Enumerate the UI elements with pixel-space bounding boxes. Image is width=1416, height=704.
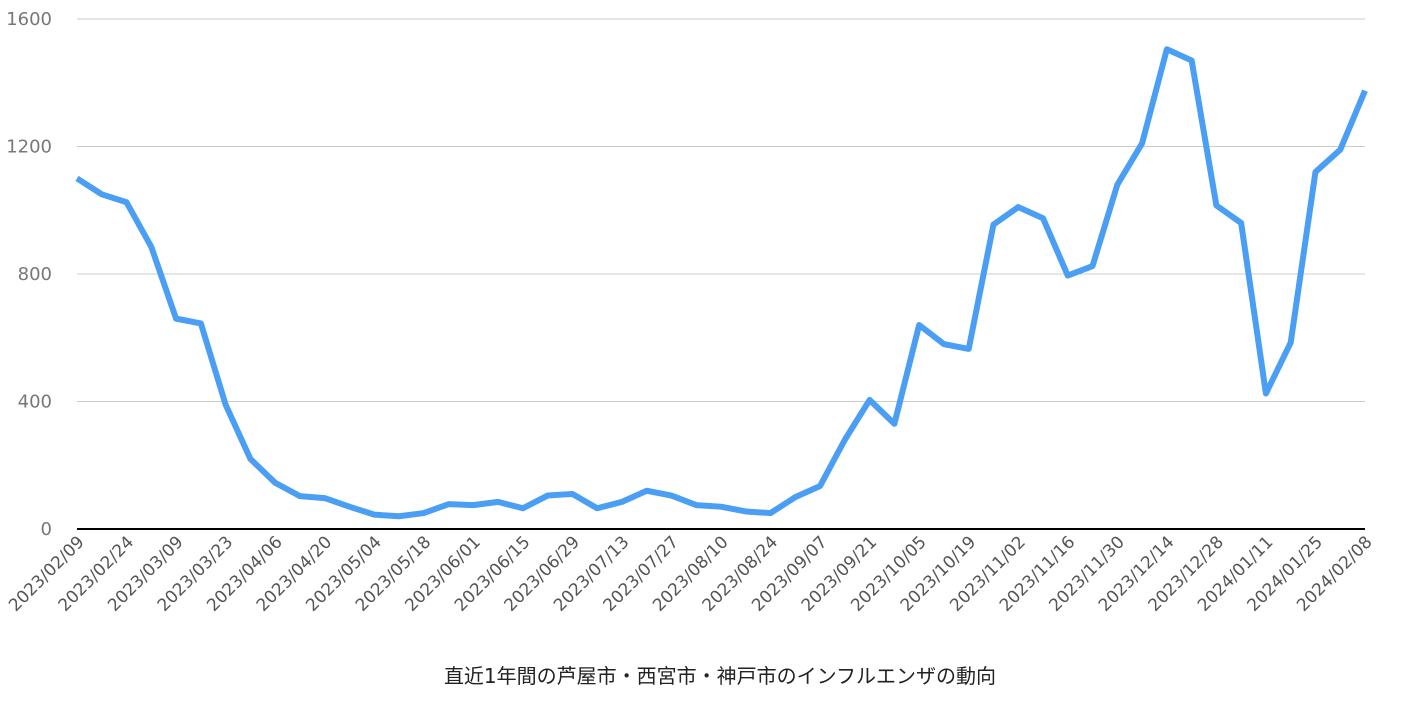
y-tick-label: 800 bbox=[18, 264, 52, 285]
y-tick-label: 0 bbox=[41, 519, 52, 540]
y-tick-label: 1600 bbox=[6, 9, 52, 30]
chart-title: 直近1年間の芦屋市・西宮市・神戸市のインフルエンザの動向 bbox=[444, 664, 996, 688]
data-line bbox=[75, 46, 1368, 520]
y-tick-label: 400 bbox=[18, 392, 52, 413]
y-tick-label: 1200 bbox=[6, 137, 52, 158]
